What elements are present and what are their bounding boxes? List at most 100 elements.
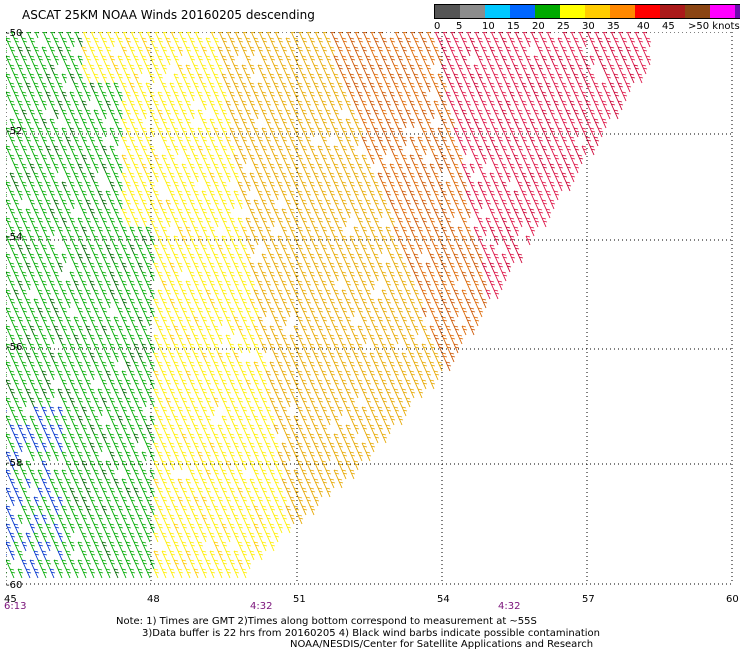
wind-barb (282, 155, 287, 164)
wind-barb (622, 38, 627, 47)
wind-barb (230, 560, 235, 569)
wind-barb (382, 290, 387, 299)
wind-barb (22, 560, 27, 569)
wind-barb (506, 263, 511, 272)
wind-barb (402, 263, 407, 272)
wind-barb (306, 353, 311, 362)
wind-barb (170, 281, 175, 290)
wind-barb (198, 272, 203, 281)
wind-barb (190, 560, 195, 569)
wind-barb (30, 128, 35, 137)
wind-barb (214, 272, 219, 281)
wind-barb (318, 254, 323, 263)
wind-barb (210, 479, 215, 488)
wind-barb (294, 218, 299, 227)
wind-barb (98, 551, 103, 560)
wind-barb (390, 164, 395, 173)
wind-barb (46, 452, 51, 461)
wind-barb (514, 83, 519, 92)
wind-barb (422, 290, 427, 299)
wind-barb (14, 362, 19, 371)
wind-barb (202, 155, 207, 164)
wind-barb (74, 65, 79, 74)
wind-barb (310, 146, 315, 155)
wind-barb (146, 83, 151, 92)
wind-barb (14, 38, 19, 47)
wind-barb (142, 218, 147, 227)
wind-barb (446, 146, 451, 155)
wind-barb (46, 56, 51, 65)
wind-barb (54, 290, 59, 299)
wind-barb (262, 290, 267, 299)
wind-barb (506, 101, 511, 110)
wind-barb (546, 65, 551, 74)
wind-barb (210, 263, 215, 272)
wind-barb (50, 317, 55, 326)
wind-barb (122, 407, 127, 416)
wind-barb (522, 101, 527, 110)
wind-barb (450, 155, 455, 164)
wind-barb (354, 155, 359, 164)
wind-barb (106, 65, 111, 74)
wind-barb (386, 227, 391, 236)
wind-barb (194, 389, 199, 398)
wind-barb (414, 272, 419, 281)
wind-barb (330, 101, 335, 110)
lon-label-60: 60 (726, 594, 739, 605)
wind-barb (114, 425, 119, 434)
wind-barb (434, 335, 439, 344)
wind-barb (62, 470, 67, 479)
wind-barb (358, 290, 363, 299)
wind-barb (46, 146, 51, 155)
wind-barb (366, 272, 371, 281)
wind-barb (162, 533, 167, 542)
wind-barb (538, 119, 543, 128)
wind-barb (214, 434, 219, 443)
wind-barb (250, 83, 255, 92)
wind-barb (182, 362, 187, 371)
wind-barb (482, 137, 487, 146)
wind-barb (530, 137, 535, 146)
wind-barb (406, 110, 411, 119)
wind-barb (574, 56, 579, 65)
wind-barb (54, 56, 59, 65)
wind-barb (114, 83, 119, 92)
wind-barb (6, 524, 11, 533)
wind-barb (162, 515, 167, 524)
wind-barb (354, 32, 359, 38)
wind-barb (466, 32, 471, 38)
wind-barb (210, 317, 215, 326)
wind-barb (114, 569, 119, 578)
wind-barb (102, 56, 107, 65)
wind-barb (398, 290, 403, 299)
wind-barb (454, 164, 459, 173)
wind-barb (22, 506, 27, 515)
wind-barb (218, 371, 223, 380)
wind-barb (394, 83, 399, 92)
wind-barb (58, 551, 63, 560)
lat-label-50: -50 (6, 28, 22, 39)
wind-barb (34, 101, 39, 110)
lon-label-54: 54 (437, 594, 450, 605)
wind-barb (74, 137, 79, 146)
wind-barb (326, 182, 331, 191)
wind-barb (106, 47, 111, 56)
wind-barb (462, 92, 467, 101)
wind-barb (550, 56, 555, 65)
wind-barb (446, 128, 451, 137)
wind-barb (122, 425, 127, 434)
wind-barb (262, 380, 267, 389)
wind-barb (186, 173, 191, 182)
wind-barb (138, 353, 143, 362)
wind-barb (490, 101, 495, 110)
wind-barb (194, 443, 199, 452)
wind-barb (6, 92, 11, 101)
wind-barb (310, 272, 315, 281)
wind-barb (66, 461, 71, 470)
wind-barb (230, 362, 235, 371)
wind-barb (166, 38, 171, 47)
wind-barb (298, 461, 303, 470)
wind-barb (490, 65, 495, 74)
wind-barb (594, 101, 599, 110)
wind-barb (118, 290, 123, 299)
